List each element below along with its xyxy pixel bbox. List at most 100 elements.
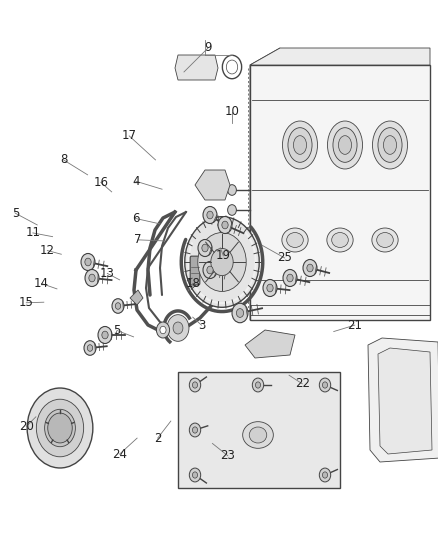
- Circle shape: [207, 266, 213, 274]
- Ellipse shape: [383, 136, 396, 155]
- Text: 2: 2: [154, 432, 162, 445]
- Text: 13: 13: [100, 267, 115, 280]
- Circle shape: [228, 205, 237, 215]
- Circle shape: [192, 382, 198, 388]
- Circle shape: [84, 341, 96, 356]
- Ellipse shape: [328, 121, 363, 169]
- Ellipse shape: [378, 128, 402, 163]
- Circle shape: [189, 468, 201, 482]
- Circle shape: [252, 378, 264, 392]
- Polygon shape: [130, 290, 143, 305]
- Text: 20: 20: [19, 420, 34, 433]
- Ellipse shape: [282, 228, 308, 252]
- Circle shape: [319, 378, 331, 392]
- Circle shape: [255, 382, 261, 388]
- Circle shape: [189, 378, 201, 392]
- Ellipse shape: [339, 136, 352, 155]
- Circle shape: [89, 274, 95, 282]
- Circle shape: [160, 326, 166, 334]
- Circle shape: [228, 184, 237, 195]
- Polygon shape: [245, 330, 295, 358]
- Circle shape: [48, 413, 72, 443]
- Polygon shape: [175, 55, 218, 80]
- Polygon shape: [195, 170, 230, 200]
- Circle shape: [322, 472, 328, 478]
- Circle shape: [173, 322, 183, 334]
- Circle shape: [228, 245, 237, 255]
- Circle shape: [112, 298, 124, 313]
- Polygon shape: [378, 348, 432, 454]
- Text: 7: 7: [134, 233, 142, 246]
- Circle shape: [307, 264, 313, 272]
- Text: 24: 24: [112, 448, 127, 461]
- Circle shape: [232, 303, 248, 323]
- Circle shape: [222, 221, 228, 229]
- Text: 3: 3: [198, 319, 205, 332]
- Circle shape: [202, 244, 208, 252]
- Circle shape: [228, 225, 237, 236]
- Ellipse shape: [333, 128, 357, 163]
- Circle shape: [198, 232, 246, 292]
- Text: 6: 6: [132, 212, 140, 225]
- Text: 5: 5: [113, 324, 120, 337]
- Polygon shape: [250, 65, 430, 320]
- Text: 14: 14: [34, 277, 49, 290]
- Circle shape: [192, 472, 198, 478]
- Circle shape: [203, 262, 217, 279]
- Text: 23: 23: [220, 449, 235, 462]
- Circle shape: [218, 216, 232, 233]
- Circle shape: [36, 399, 84, 457]
- Text: 12: 12: [40, 244, 55, 257]
- Text: 17: 17: [122, 130, 137, 142]
- Circle shape: [27, 388, 93, 468]
- Circle shape: [303, 260, 317, 277]
- Text: 10: 10: [225, 106, 240, 118]
- Text: 25: 25: [277, 252, 292, 264]
- Text: 5: 5: [12, 207, 19, 220]
- Text: 9: 9: [204, 42, 212, 54]
- Ellipse shape: [283, 121, 318, 169]
- Circle shape: [98, 327, 112, 343]
- Circle shape: [185, 217, 259, 308]
- Ellipse shape: [243, 422, 273, 448]
- Circle shape: [267, 284, 273, 292]
- Circle shape: [283, 270, 297, 287]
- Circle shape: [87, 345, 93, 351]
- Circle shape: [45, 409, 75, 447]
- Polygon shape: [368, 338, 438, 462]
- Circle shape: [102, 331, 108, 339]
- Ellipse shape: [288, 128, 312, 163]
- Circle shape: [198, 239, 212, 256]
- Ellipse shape: [377, 232, 393, 247]
- Circle shape: [81, 254, 95, 271]
- Text: 11: 11: [25, 227, 40, 239]
- Text: 8: 8: [60, 154, 67, 166]
- Ellipse shape: [287, 232, 304, 247]
- Circle shape: [203, 206, 217, 223]
- Ellipse shape: [372, 121, 407, 169]
- Circle shape: [207, 211, 213, 219]
- Circle shape: [228, 265, 237, 276]
- Polygon shape: [178, 372, 340, 488]
- Text: 21: 21: [347, 319, 362, 332]
- Circle shape: [189, 423, 201, 437]
- Text: 22: 22: [295, 377, 310, 390]
- Circle shape: [85, 258, 91, 266]
- Circle shape: [85, 270, 99, 287]
- Text: 16: 16: [93, 176, 108, 189]
- Circle shape: [156, 322, 170, 338]
- Circle shape: [263, 279, 277, 296]
- Ellipse shape: [293, 136, 307, 155]
- Circle shape: [237, 309, 244, 317]
- Text: 19: 19: [216, 249, 231, 262]
- Circle shape: [287, 274, 293, 282]
- Ellipse shape: [372, 228, 398, 252]
- Circle shape: [115, 303, 121, 309]
- Polygon shape: [250, 48, 280, 320]
- Polygon shape: [250, 48, 430, 65]
- Text: 4: 4: [132, 175, 140, 188]
- Circle shape: [192, 427, 198, 433]
- Ellipse shape: [327, 228, 353, 252]
- FancyBboxPatch shape: [190, 256, 200, 285]
- Circle shape: [322, 382, 328, 388]
